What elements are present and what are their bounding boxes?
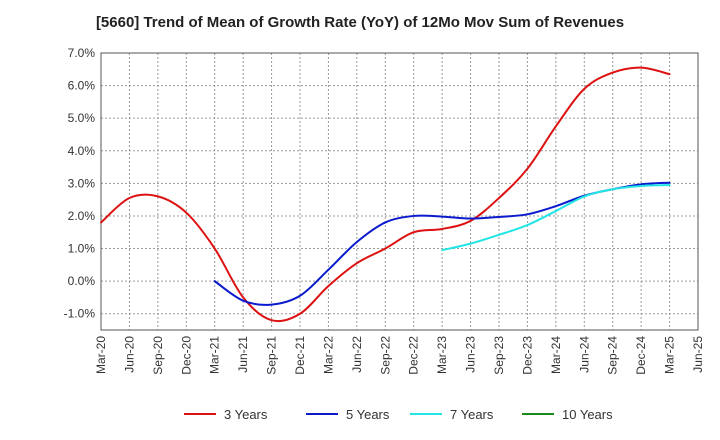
- x-tick-label: Jun-24: [577, 336, 591, 373]
- plot-border: [100, 52, 699, 331]
- series-line-3: [441, 183, 671, 252]
- legend-label-3: 7 Years: [450, 407, 494, 422]
- legend-label-2: 5 Years: [346, 407, 390, 422]
- x-tick-label: Sep-20: [151, 336, 165, 375]
- legend-label-4: 10 Years: [562, 407, 613, 422]
- x-tick-label: Dec-21: [293, 336, 307, 375]
- x-tick-label: Sep-22: [378, 336, 392, 375]
- y-tick-label: 0.0%: [68, 274, 96, 288]
- legend: 3 Years 5 Years 7 Years 10 Years: [184, 407, 613, 422]
- y-tick-label: 1.0%: [68, 242, 96, 256]
- x-tick-label: Dec-24: [634, 336, 648, 375]
- x-tick-label: Dec-22: [407, 336, 421, 375]
- y-tick-label: 5.0%: [68, 111, 96, 125]
- x-tick-label: Mar-24: [549, 336, 563, 374]
- x-tick-label: Mar-25: [663, 336, 677, 374]
- x-tick-label: Jun-20: [122, 336, 136, 373]
- x-tick-label: Jun-23: [464, 336, 478, 373]
- x-tick-label: Sep-23: [492, 336, 506, 375]
- axes: -1.0% 0.0% 1.0% 2.0% 3.0% 4.0% 5.0% 6.0% 7.0% Mar…: [64, 46, 705, 375]
- y-tick-label: 4.0%: [68, 144, 96, 158]
- x-tick-label: Jun-25: [691, 336, 705, 373]
- x-tick-label: Jun-21: [236, 336, 250, 373]
- legend-label-1: 3 Years: [224, 407, 268, 422]
- plot-area: [101, 53, 698, 330]
- x-tick-label: Mar-21: [208, 336, 222, 374]
- y-tick-label: -1.0%: [64, 307, 96, 321]
- x-tick-label: Mar-22: [321, 336, 335, 374]
- x-tick-label: Dec-23: [520, 336, 534, 375]
- x-tick-label: Mar-23: [435, 336, 449, 374]
- y-tick-label: 6.0%: [68, 79, 96, 93]
- x-tick-label: Sep-21: [265, 336, 279, 375]
- series-line-1: [100, 66, 671, 323]
- x-tick-label: Jun-22: [350, 336, 364, 373]
- series-lines: [100, 66, 671, 323]
- y-tick-label: 2.0%: [68, 209, 96, 223]
- x-tick-label: Dec-20: [179, 336, 193, 375]
- y-tick-label: 3.0%: [68, 176, 96, 190]
- x-tick-label: Mar-20: [94, 336, 108, 374]
- chart-title: [5660] Trend of Mean of Growth Rate (YoY…: [95, 14, 625, 31]
- x-tick-label: Sep-24: [606, 336, 620, 375]
- y-tick-label: 7.0%: [68, 46, 96, 60]
